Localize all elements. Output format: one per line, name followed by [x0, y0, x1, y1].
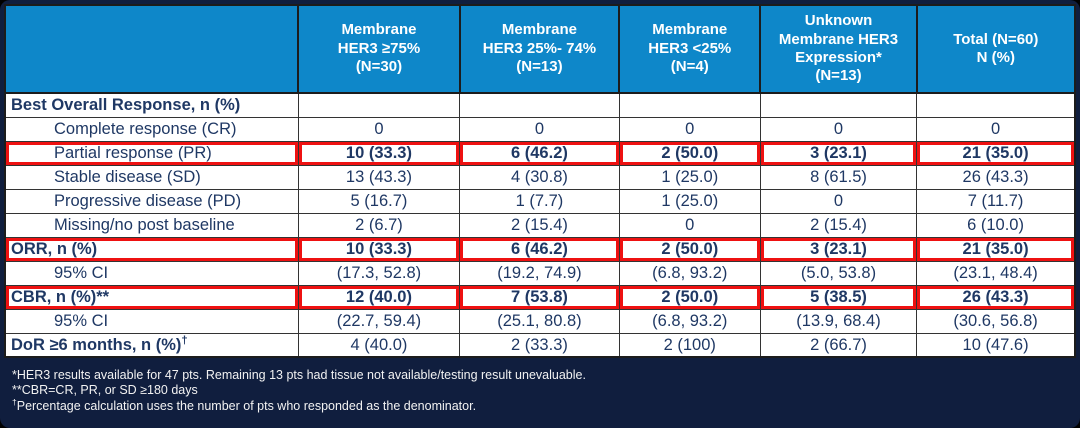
- data-cell: 3 (23.1): [759, 140, 918, 166]
- data-cell: (25.1, 80.8): [459, 308, 620, 334]
- data-cell: 2 (33.3): [459, 332, 620, 358]
- data-cell: 10 (33.3): [297, 140, 461, 166]
- data-cell: (17.3, 52.8): [297, 260, 461, 286]
- data-cell: 5 (16.7): [297, 188, 461, 214]
- column-header-her3-lt25: Membrane HER3 <25% (N=4): [618, 4, 762, 94]
- data-cell: 6 (10.0): [916, 212, 1076, 238]
- best-overall-response-table: Membrane HER3 ≥75% (N=30) Membrane HER3 2…: [3, 4, 1077, 358]
- table-row: Complete response (CR) 0 0 0 0 0: [4, 116, 1076, 142]
- row-label: DoR ≥6 months, n (%)†: [4, 332, 299, 358]
- data-cell: [459, 92, 620, 118]
- data-cell: 1 (25.0): [618, 164, 761, 190]
- table-row: Missing/no post baseline 2 (6.7) 2 (15.4) 0…: [4, 212, 1076, 238]
- data-cell: 2 (50.0): [618, 236, 761, 262]
- data-cell: 2 (6.7): [297, 212, 461, 238]
- data-cell: 0: [759, 188, 918, 214]
- row-label: Progressive disease (PD): [4, 188, 299, 214]
- data-cell: 1 (7.7): [459, 188, 620, 214]
- column-header-row-label: [3, 4, 300, 94]
- row-label: Partial response (PR): [4, 140, 299, 166]
- data-cell: 10 (47.6): [916, 332, 1076, 358]
- column-header-her3-ge75: Membrane HER3 ≥75% (N=30): [297, 4, 461, 94]
- data-cell: (6.8, 93.2): [618, 260, 761, 286]
- data-cell: 8 (61.5): [759, 164, 918, 190]
- footnote: †Percentage calculation uses the number …: [12, 396, 477, 413]
- data-cell: [759, 92, 918, 118]
- data-cell: 0: [618, 116, 761, 142]
- data-cell: 21 (35.0): [916, 236, 1076, 262]
- table-row: 95% CI (17.3, 52.8) (19.2, 74.9) (6.8, 93.2…: [4, 260, 1076, 286]
- data-cell: 0: [916, 116, 1076, 142]
- data-cell: [618, 92, 761, 118]
- data-cell: 0: [297, 116, 461, 142]
- row-label: Best Overall Response, n (%): [4, 92, 299, 118]
- footnote: **CBR=CR, PR, or SD ≥180 days: [12, 383, 198, 398]
- table-row: DoR ≥6 months, n (%)† 4 (40.0) 2 (33.3) 2 (…: [4, 332, 1076, 358]
- data-cell: 4 (40.0): [297, 332, 461, 358]
- data-cell: 2 (100): [618, 332, 761, 358]
- table-row: Stable disease (SD) 13 (43.3) 4 (30.8) 1 (2…: [4, 164, 1076, 190]
- row-label: Missing/no post baseline: [4, 212, 299, 238]
- data-cell: 12 (40.0): [297, 284, 461, 310]
- data-cell: 21 (35.0): [916, 140, 1076, 166]
- data-cell: 2 (66.7): [759, 332, 918, 358]
- data-cell: [916, 92, 1076, 118]
- footnotes: *HER3 results available for 47 pts. Rema…: [12, 368, 1076, 414]
- data-cell: (19.2, 74.9): [459, 260, 620, 286]
- data-cell: 2 (15.4): [459, 212, 620, 238]
- data-cell: 1 (25.0): [618, 188, 761, 214]
- footnote: *HER3 results available for 47 pts. Rema…: [12, 368, 586, 382]
- row-label: ORR, n (%): [4, 236, 299, 262]
- column-header-unknown: Unknown Membrane HER3 Expression* (N=13): [759, 4, 918, 94]
- data-cell: 13 (43.3): [297, 164, 461, 190]
- data-cell: 10 (33.3): [297, 236, 461, 262]
- data-cell: 5 (38.5): [759, 284, 918, 310]
- column-header-her3-25-74: Membrane HER3 25%- 74% (N=13): [458, 4, 621, 94]
- table-header-row: Membrane HER3 ≥75% (N=30) Membrane HER3 2…: [3, 4, 1077, 94]
- data-cell: 0: [459, 116, 620, 142]
- data-cell: 0: [618, 212, 761, 238]
- data-cell: (23.1, 48.4): [916, 260, 1076, 286]
- table-row: ORR, n (%) 10 (33.3) 6 (46.2) 2 (50.0) 3 (23…: [4, 236, 1076, 262]
- data-cell: 2 (15.4): [759, 212, 918, 238]
- column-header-total: Total (N=60) N (%): [915, 4, 1077, 94]
- data-cell: (5.0, 53.8): [759, 260, 918, 286]
- row-label: Complete response (CR): [4, 116, 299, 142]
- table-row: Partial response (PR) 10 (33.3) 6 (46.2) 2 …: [4, 140, 1076, 166]
- table-row: 95% CI (22.7, 59.4) (25.1, 80.8) (6.8, 93.2…: [4, 308, 1076, 334]
- data-cell: 2 (50.0): [618, 140, 761, 166]
- row-label: Stable disease (SD): [4, 164, 299, 190]
- table-row: CBR, n (%)** 12 (40.0) 7 (53.8) 2 (50.0) 5 (…: [4, 284, 1076, 310]
- data-cell: 0: [759, 116, 918, 142]
- data-cell: 2 (50.0): [618, 284, 761, 310]
- data-cell: 26 (43.3): [916, 164, 1076, 190]
- data-cell: 7 (11.7): [916, 188, 1076, 214]
- data-cell: (6.8, 93.2): [618, 308, 761, 334]
- data-cell: (22.7, 59.4): [297, 308, 461, 334]
- row-label: 95% CI: [4, 260, 299, 286]
- data-cell: (30.6, 56.8): [916, 308, 1076, 334]
- data-cell: 3 (23.1): [759, 236, 918, 262]
- table-row: Progressive disease (PD) 5 (16.7) 1 (7.7) 1…: [4, 188, 1076, 214]
- data-cell: [297, 92, 461, 118]
- data-cell: (13.9, 68.4): [759, 308, 918, 334]
- data-cell: 4 (30.8): [459, 164, 620, 190]
- data-cell: 6 (46.2): [459, 236, 620, 262]
- table-row: Best Overall Response, n (%): [4, 92, 1076, 118]
- data-cell: 26 (43.3): [916, 284, 1076, 310]
- data-cell: 7 (53.8): [459, 284, 620, 310]
- row-label: 95% CI: [4, 308, 299, 334]
- row-label: CBR, n (%)**: [4, 284, 299, 310]
- data-cell: 6 (46.2): [459, 140, 620, 166]
